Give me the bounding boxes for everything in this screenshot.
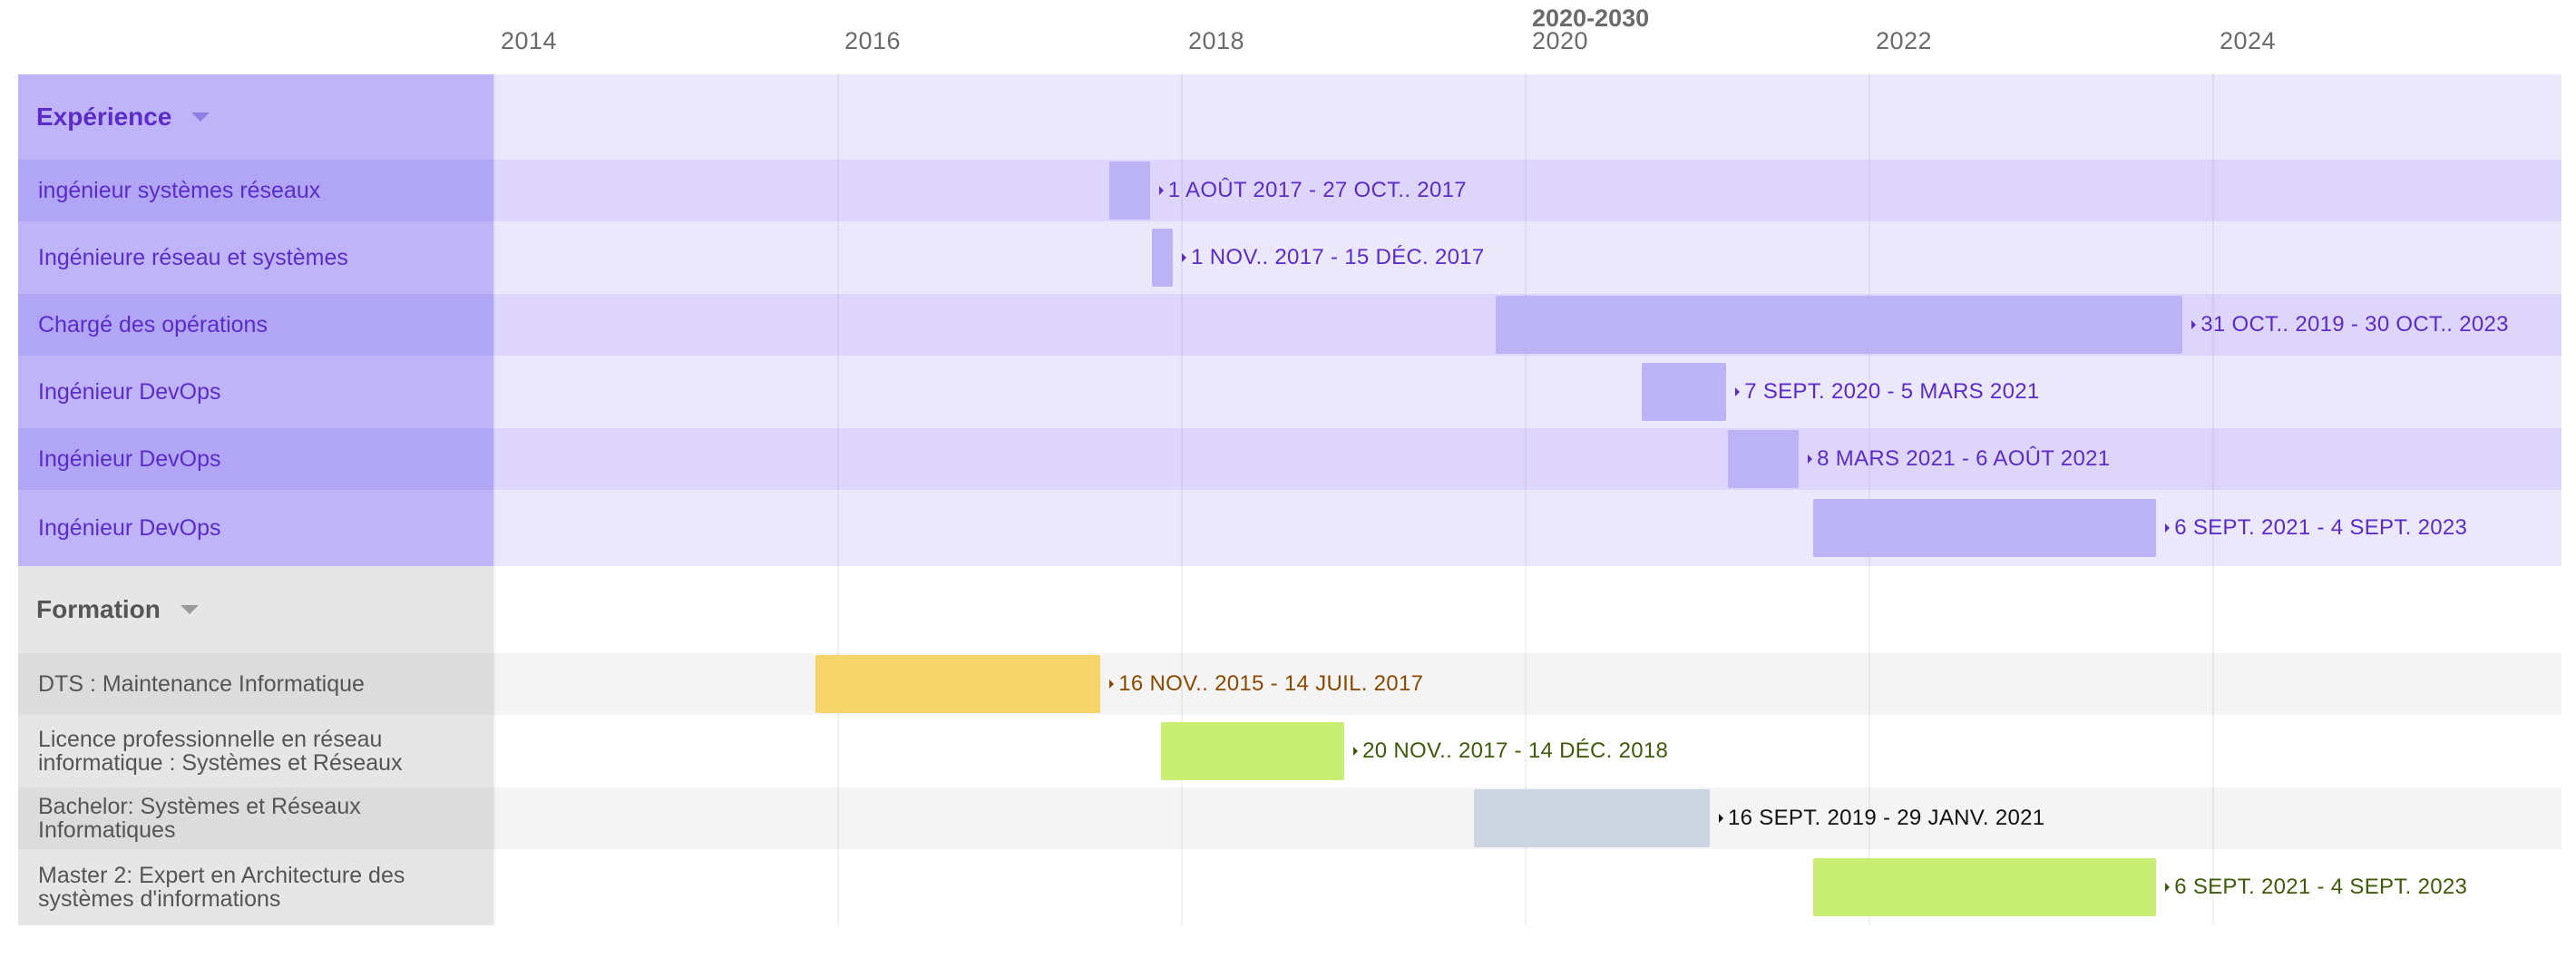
task-label: Ingénieur DevOps [38,445,221,472]
gridline [493,73,495,925]
date-range-label: 1 AOÛT 2017 - 27 OCT.. 2017 [1158,160,1467,221]
gantt-bar[interactable] [1642,363,1727,421]
task-label: Ingénieure réseau et systèmes [38,244,348,270]
date-range-text: 6 SEPT. 2021 - 4 SEPT. 2023 [2174,875,2468,899]
gridline [837,73,839,925]
era-label: 2020-2030 [1532,5,1650,32]
task-label: Chargé des opérations [38,311,268,337]
chevron-down-icon[interactable] [180,605,199,614]
group-header-track [493,74,2561,160]
task-label: Bachelor: Systèmes et Réseaux Informatiq… [38,793,361,843]
gantt-bar[interactable] [1152,229,1174,287]
caret-right-icon [2165,883,2171,892]
date-range-label: 6 SEPT. 2021 - 4 SEPT. 2023 [2165,849,2467,925]
x-tick-label: 2018 [1188,27,1245,54]
date-range-label: 16 NOV.. 2015 - 14 JUIL. 2017 [1109,653,1423,715]
gantt-bar[interactable] [1161,722,1345,780]
group-title-text: Expérience [36,103,172,131]
gridline [1181,73,1183,925]
date-range-label: 20 NOV.. 2017 - 14 DÉC. 2018 [1353,715,1668,787]
task-row-track [493,715,2561,787]
task-row-track [493,490,2561,566]
date-range-text: 16 SEPT. 2019 - 29 JANV. 2021 [1728,806,2045,830]
task-row-label: Ingénieure réseau et systèmes [18,221,493,294]
task-row-label: Master 2: Expert en Architecture des sys… [18,849,493,925]
date-range-text: 6 SEPT. 2021 - 4 SEPT. 2023 [2174,515,2468,540]
date-range-label: 6 SEPT. 2021 - 4 SEPT. 2023 [2165,490,2467,566]
task-label: Licence professionnelle en réseau inform… [38,726,403,776]
x-tick-label: 2022 [1876,27,1933,54]
caret-right-icon [1158,186,1164,195]
task-row-label: Chargé des opérations [18,294,493,356]
task-row-label: ingénieur systèmes réseaux [18,160,493,221]
x-tick-label: 2014 [501,27,558,54]
date-range-label: 16 SEPT. 2019 - 29 JANV. 2021 [1719,787,2044,849]
x-tick-label: 2016 [844,27,902,54]
gantt-bar[interactable] [815,655,1101,713]
group-header-track [493,566,2561,653]
group-title-text: Formation [36,595,161,623]
group-header-formation[interactable]: Formation [18,566,493,653]
date-range-text: 20 NOV.. 2017 - 14 DÉC. 2018 [1362,738,1669,763]
group-header-experience[interactable]: Expérience [18,74,493,160]
gantt-bar[interactable] [1108,161,1150,220]
chevron-down-icon[interactable] [191,112,210,122]
task-row-label: DTS : Maintenance Informatique [18,653,493,715]
task-row-label: Bachelor: Systèmes et Réseaux Informatiq… [18,787,493,849]
task-label: DTS : Maintenance Informatique [38,670,365,697]
gantt-bar[interactable] [1495,296,2183,354]
caret-right-icon [1353,747,1359,756]
task-row-label: Ingénieur DevOps [18,428,493,490]
caret-right-icon [1109,679,1115,689]
x-tick-label: 2024 [2220,27,2277,54]
date-range-text: 31 OCT.. 2019 - 30 OCT.. 2023 [2200,312,2509,337]
caret-right-icon [1808,455,1813,464]
task-row-track [493,160,2561,221]
date-range-label: 1 NOV.. 2017 - 15 DÉC. 2017 [1182,221,1484,294]
caret-right-icon [1719,814,1724,823]
task-row-label: Licence professionnelle en réseau inform… [18,715,493,787]
task-row-track [493,849,2561,925]
task-row-track [493,653,2561,715]
gantt-bar[interactable] [1813,499,2157,557]
date-range-label: 7 SEPT. 2020 - 5 MARS 2021 [1735,356,2039,428]
date-range-text: 1 NOV.. 2017 - 15 DÉC. 2017 [1191,245,1485,269]
task-row-label: Ingénieur DevOps [18,356,493,428]
task-row-track [493,356,2561,428]
task-row-track [493,221,2561,294]
gridline [2212,73,2214,925]
task-label: Master 2: Expert en Architecture des sys… [38,862,405,912]
task-row-track [493,428,2561,490]
task-row-label: Ingénieur DevOps [18,490,493,566]
date-range-text: 8 MARS 2021 - 6 AOÛT 2021 [1817,446,2111,471]
gantt-bar[interactable] [1813,858,2157,916]
group-title: Formation [36,566,199,653]
task-label: ingénieur systèmes réseaux [38,177,321,203]
caret-right-icon [2165,523,2171,533]
gantt-bar[interactable] [1727,430,1800,488]
task-label: Ingénieur DevOps [38,378,221,405]
task-label: Ingénieur DevOps [38,514,221,541]
caret-right-icon [2191,320,2197,329]
date-range-text: 1 AOÛT 2017 - 27 OCT.. 2017 [1167,178,1467,202]
date-range-label: 8 MARS 2021 - 6 AOÛT 2021 [1808,428,2110,490]
gantt-bar[interactable] [1474,789,1711,847]
caret-right-icon [1735,387,1741,396]
date-range-text: 7 SEPT. 2020 - 5 MARS 2021 [1744,379,2040,404]
caret-right-icon [1182,253,1187,262]
gridline [1525,73,1527,925]
date-range-label: 31 OCT.. 2019 - 30 OCT.. 2023 [2191,294,2509,356]
group-title: Expérience [36,74,210,160]
date-range-text: 16 NOV.. 2015 - 14 JUIL. 2017 [1118,671,1424,696]
x-tick-label: 2020 [1532,27,1589,54]
